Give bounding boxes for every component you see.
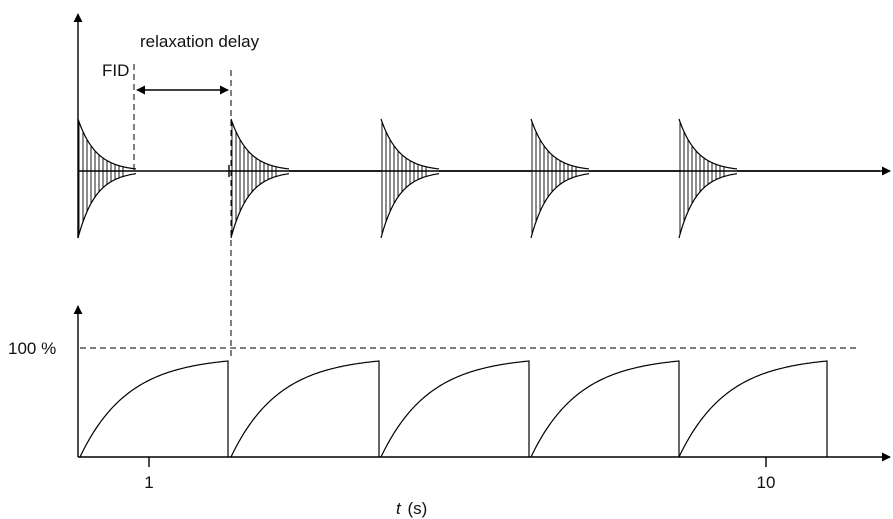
fid-signal [77,118,137,239]
recovery-curve [380,360,530,458]
time-axis-variable: t [396,499,402,518]
time-axis-unit: (s) [407,499,427,518]
fid-signal [380,118,531,239]
fid-signals [77,118,880,239]
fid-signal [678,118,880,239]
recovery-curve [530,360,680,458]
magnetization-recovery-curves [79,360,828,458]
fid-signal [228,118,381,239]
recovery-curve [79,360,229,458]
fid-signal [530,118,681,239]
tick-label-1: 1 [144,473,153,492]
recovery-curve [678,360,828,458]
tick-label-10: 10 [757,473,776,492]
fid-label: FID [102,61,129,80]
hundred-percent-label: 100 % [8,339,56,358]
recovery-curve [230,360,380,458]
time-axis-label: t (s) [396,499,427,518]
relaxation-delay-label: relaxation delay [140,32,260,51]
